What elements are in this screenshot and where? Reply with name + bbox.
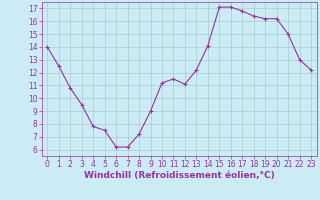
X-axis label: Windchill (Refroidissement éolien,°C): Windchill (Refroidissement éolien,°C)	[84, 171, 275, 180]
